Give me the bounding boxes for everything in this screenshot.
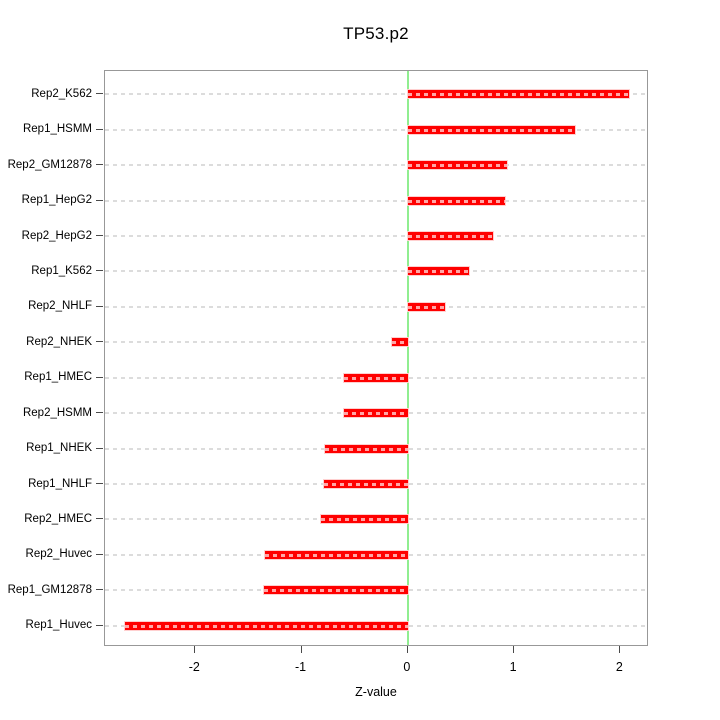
x-axis-tick (194, 646, 196, 653)
x-axis-tick-label: 0 (403, 660, 411, 674)
y-axis-label-Rep1_GM12878: Rep1_GM12878 (7, 583, 92, 596)
bar-Rep2_HSMM (344, 409, 408, 418)
y-axis-label-Rep1_HSMM: Rep1_HSMM (22, 123, 92, 136)
y-axis-tick (96, 553, 103, 555)
bar-Rep1_NHLF (323, 480, 408, 489)
y-axis-tick (96, 199, 103, 201)
grid-line (105, 305, 647, 308)
y-axis-label-Rep1_NHLF: Rep1_NHLF (28, 477, 92, 490)
grid-line (105, 164, 647, 167)
bar-dash-pattern (391, 341, 408, 345)
grid-line (105, 341, 647, 344)
bar-dash-pattern (125, 624, 408, 628)
y-axis-label-Rep2_HepG2: Rep2_HepG2 (21, 229, 92, 242)
x-axis-tick (619, 646, 621, 653)
x-axis-tick-label: 2 (615, 660, 623, 674)
x-axis-tick (300, 646, 302, 653)
y-axis-tick (96, 518, 103, 520)
bar-dash-pattern (344, 376, 408, 380)
grid-line (105, 93, 647, 96)
x-axis-tick (513, 646, 515, 653)
x-axis-title: Z-value (355, 685, 397, 699)
y-axis-tick (96, 447, 103, 449)
bar-dash-pattern (344, 412, 408, 416)
grid-line (105, 128, 647, 131)
y-axis-tick (96, 305, 103, 307)
y-axis-tick (96, 624, 103, 626)
bar-dash-pattern (407, 128, 575, 132)
x-axis-tick-label: -1 (295, 660, 307, 674)
y-axis-label-Rep1_NHEK: Rep1_NHEK (26, 442, 92, 455)
bar-Rep2_HMEC (320, 515, 408, 524)
y-axis-tick (96, 376, 103, 378)
plot-area (104, 70, 648, 646)
bar-Rep2_NHLF (407, 302, 445, 311)
bar-Rep2_HepG2 (407, 232, 493, 241)
y-axis-label-Rep2_HMEC: Rep2_HMEC (24, 512, 92, 525)
grid-line (105, 270, 647, 273)
grid-line (105, 235, 647, 238)
bar-Rep1_HMEC (344, 373, 408, 382)
bar-Rep2_Huvec (265, 550, 408, 559)
y-axis-label-Rep1_HMEC: Rep1_HMEC (24, 371, 92, 384)
bar-dash-pattern (265, 553, 408, 557)
bar-Rep1_K562 (407, 267, 470, 276)
bar-Rep1_NHEK (324, 444, 408, 453)
bar-dash-pattern (264, 589, 408, 593)
bar-dash-pattern (407, 235, 493, 239)
y-axis-label-Rep2_K562: Rep2_K562 (31, 87, 92, 100)
bar-dash-pattern (323, 483, 408, 487)
bar-Rep1_HepG2 (407, 196, 505, 205)
bar-Rep2_K562 (407, 90, 629, 99)
y-axis-label-Rep2_GM12878: Rep2_GM12878 (7, 158, 92, 171)
x-axis-tick (406, 646, 408, 653)
y-axis-label-Rep2_NHEK: Rep2_NHEK (26, 335, 92, 348)
y-axis-tick (96, 412, 103, 414)
y-axis-tick (96, 589, 103, 591)
y-axis-label-Rep2_NHLF: Rep2_NHLF (28, 300, 92, 313)
y-axis-label-Rep2_Huvec: Rep2_Huvec (25, 548, 92, 561)
bar-dash-pattern (407, 164, 507, 168)
y-axis-tick (96, 128, 103, 130)
y-axis-tick (96, 93, 103, 95)
bar-dash-pattern (324, 447, 408, 451)
bar-Rep1_HSMM (407, 125, 575, 134)
y-axis-tick (96, 270, 103, 272)
bar-Rep2_NHEK (391, 338, 408, 347)
y-axis-label-Rep2_HSMM: Rep2_HSMM (22, 406, 92, 419)
y-axis-tick (96, 341, 103, 343)
bar-dash-pattern (407, 93, 629, 97)
grid-line (105, 199, 647, 202)
y-axis-label-Rep1_Huvec: Rep1_Huvec (25, 619, 92, 632)
bar-Rep2_GM12878 (407, 161, 507, 170)
bar-Rep1_Huvec (125, 621, 408, 630)
chart-title: TP53.p2 (343, 24, 409, 43)
bar-Rep1_GM12878 (264, 586, 408, 595)
y-axis-tick (96, 483, 103, 485)
bar-dash-pattern (320, 518, 408, 522)
y-axis-label-Rep1_K562: Rep1_K562 (31, 264, 92, 277)
y-axis-tick (96, 235, 103, 237)
x-axis-tick-label: 1 (509, 660, 517, 674)
bar-dash-pattern (407, 270, 470, 274)
bar-dash-pattern (407, 199, 505, 203)
bar-dash-pattern (407, 305, 445, 309)
y-axis-tick (96, 164, 103, 166)
x-axis-tick-label: -2 (188, 660, 200, 674)
y-axis-label-Rep1_HepG2: Rep1_HepG2 (21, 194, 92, 207)
zero-reference-line (406, 71, 409, 645)
